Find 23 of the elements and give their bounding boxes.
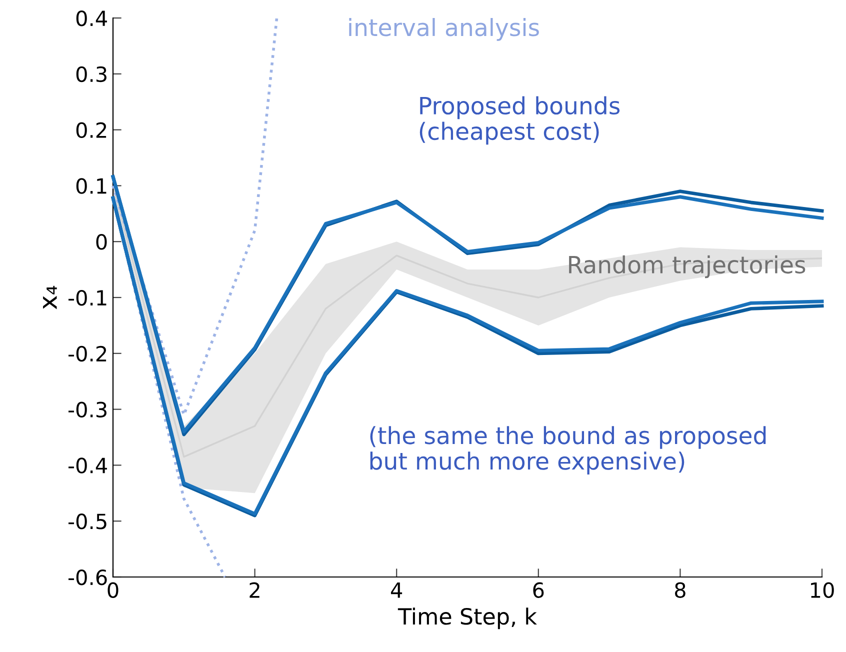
y-tick-label: 0.3 <box>76 66 106 82</box>
y-tick-label: -0.2 <box>68 346 106 362</box>
x-tick-label: 0 <box>108 582 118 598</box>
y-tick-label: 0 <box>96 234 107 250</box>
text: interval analysis <box>349 18 539 41</box>
text: (the same the bound as proposed but much more expensive) <box>370 426 766 474</box>
y-tick-label: 0.2 <box>76 122 106 138</box>
x-tick-label: 2 <box>250 582 260 598</box>
x-tick-label: 4 <box>390 582 402 598</box>
x-tick-label: 10 <box>811 582 834 598</box>
y-axis-title: x₄ <box>43 286 57 310</box>
y-tick-label: 0.4 <box>76 10 107 26</box>
x-tick-label: 8 <box>674 582 686 598</box>
y-tick-label: -0.3 <box>68 402 106 418</box>
y-tick-label: -0.4 <box>68 458 107 474</box>
y-tick-label: 0.1 <box>76 178 106 194</box>
text: Proposed bounds (cheapest cost) <box>420 96 620 145</box>
x-axis-title: Time Step, k <box>398 608 537 630</box>
y-tick-label: -0.6 <box>68 569 107 586</box>
y-tick-label: -0.1 <box>68 290 106 306</box>
series-label: Random trajectories <box>569 255 806 278</box>
x-tick-label: 6 <box>533 582 544 598</box>
y-tick-label: -0.5 <box>68 514 106 530</box>
